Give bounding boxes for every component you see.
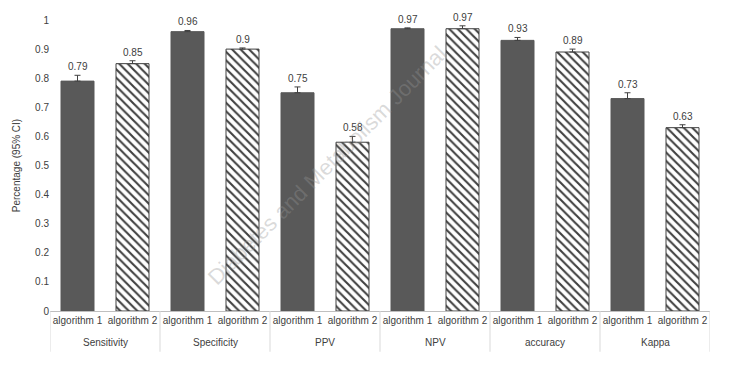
svg-text:0.5: 0.5 xyxy=(35,160,49,171)
svg-text:Percentage (95% CI): Percentage (95% CI) xyxy=(11,119,22,212)
svg-text:Kappa: Kappa xyxy=(641,337,670,348)
svg-text:0.9: 0.9 xyxy=(236,34,250,45)
svg-text:algorithm 2: algorithm 2 xyxy=(438,315,488,326)
svg-text:NPV: NPV xyxy=(425,337,446,348)
svg-text:algorithm 2: algorithm 2 xyxy=(328,315,378,326)
svg-text:algorithm 2: algorithm 2 xyxy=(108,315,158,326)
svg-text:0.1: 0.1 xyxy=(35,276,49,287)
svg-text:0.63: 0.63 xyxy=(673,111,693,122)
svg-text:algorithm 1: algorithm 1 xyxy=(383,315,433,326)
svg-text:Sensitivity: Sensitivity xyxy=(83,337,128,348)
svg-text:PPV: PPV xyxy=(315,337,335,348)
svg-text:0.96: 0.96 xyxy=(178,16,198,27)
svg-text:0.75: 0.75 xyxy=(288,73,308,84)
svg-text:0.79: 0.79 xyxy=(68,61,88,72)
svg-text:0.6: 0.6 xyxy=(35,131,49,142)
svg-text:accuracy: accuracy xyxy=(525,337,565,348)
svg-text:Diabetes and Metabolism Journa: Diabetes and Metabolism Journal xyxy=(203,41,452,290)
svg-text:0.9: 0.9 xyxy=(35,44,49,55)
svg-text:0.8: 0.8 xyxy=(35,73,49,84)
svg-text:0.7: 0.7 xyxy=(35,102,49,113)
svg-text:algorithm 1: algorithm 1 xyxy=(163,315,213,326)
svg-text:algorithm 1: algorithm 1 xyxy=(603,315,653,326)
svg-text:1: 1 xyxy=(43,15,49,26)
svg-text:algorithm 2: algorithm 2 xyxy=(548,315,598,326)
svg-text:0.73: 0.73 xyxy=(618,79,638,90)
svg-text:algorithm 1: algorithm 1 xyxy=(53,315,103,326)
svg-text:algorithm 1: algorithm 1 xyxy=(493,315,543,326)
svg-text:Specificity: Specificity xyxy=(193,337,238,348)
svg-text:0: 0 xyxy=(43,306,49,317)
svg-text:0.3: 0.3 xyxy=(35,218,49,229)
svg-text:algorithm 1: algorithm 1 xyxy=(273,315,323,326)
svg-text:0.4: 0.4 xyxy=(35,189,49,200)
svg-text:0.97: 0.97 xyxy=(453,12,473,23)
svg-text:0.58: 0.58 xyxy=(343,122,363,133)
svg-text:algorithm 2: algorithm 2 xyxy=(218,315,268,326)
svg-text:0.89: 0.89 xyxy=(563,35,583,46)
svg-text:0.2: 0.2 xyxy=(35,247,49,258)
svg-text:0.93: 0.93 xyxy=(508,23,528,34)
svg-text:0.85: 0.85 xyxy=(123,47,143,58)
svg-text:0.97: 0.97 xyxy=(398,14,418,25)
svg-text:algorithm 2: algorithm 2 xyxy=(658,315,708,326)
